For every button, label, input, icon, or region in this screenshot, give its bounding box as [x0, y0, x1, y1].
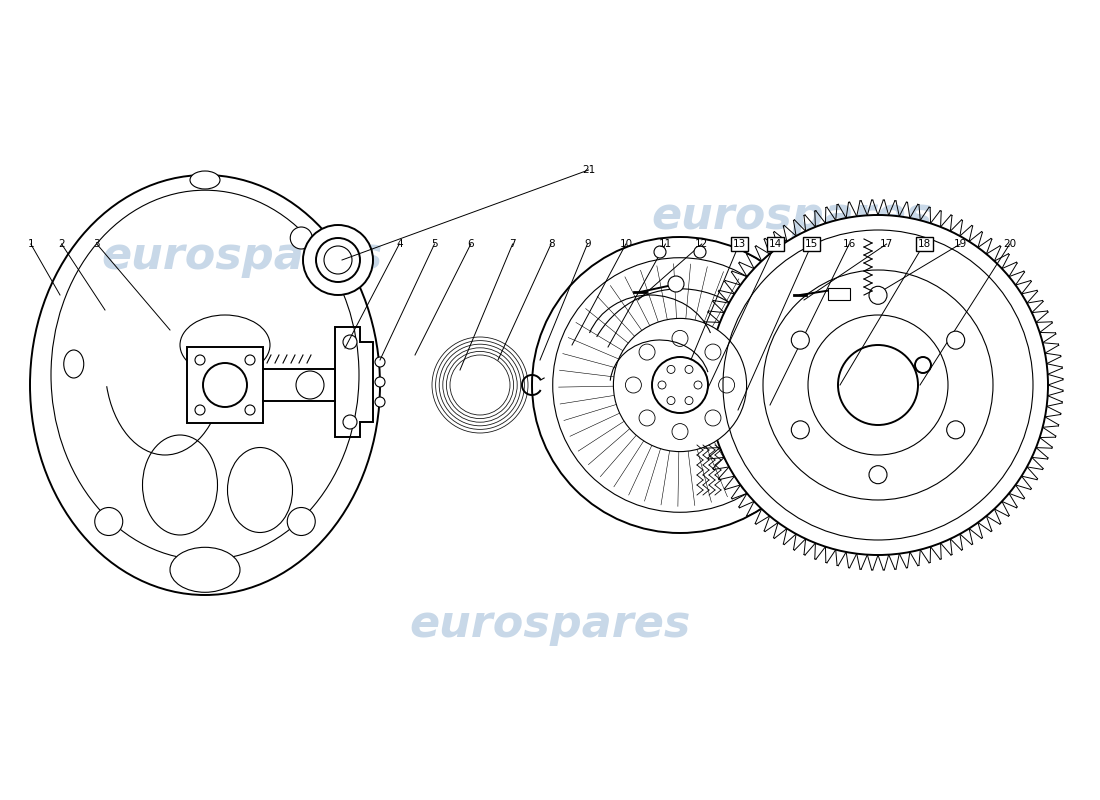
Circle shape: [195, 355, 205, 365]
Text: 12: 12: [695, 239, 708, 249]
Circle shape: [245, 405, 255, 415]
Circle shape: [685, 366, 693, 374]
Text: 1: 1: [28, 239, 34, 249]
Ellipse shape: [143, 435, 218, 535]
Circle shape: [654, 246, 666, 258]
Ellipse shape: [228, 447, 293, 533]
Circle shape: [708, 215, 1048, 555]
Ellipse shape: [290, 227, 312, 249]
Circle shape: [791, 331, 810, 349]
Circle shape: [947, 331, 965, 349]
Circle shape: [869, 286, 887, 304]
Circle shape: [667, 366, 675, 374]
Text: 20: 20: [1003, 239, 1016, 249]
Text: 10: 10: [619, 239, 632, 249]
Text: 17: 17: [880, 239, 893, 249]
Circle shape: [296, 371, 324, 399]
Text: 11: 11: [659, 239, 672, 249]
Circle shape: [95, 507, 123, 535]
Circle shape: [915, 357, 931, 373]
Circle shape: [343, 415, 358, 429]
Circle shape: [658, 381, 666, 389]
Text: 2: 2: [58, 239, 65, 249]
Text: 7: 7: [509, 239, 516, 249]
Circle shape: [791, 421, 810, 439]
Text: 13: 13: [733, 239, 746, 249]
Text: 9: 9: [584, 239, 591, 249]
Circle shape: [375, 377, 385, 387]
Circle shape: [694, 381, 702, 389]
Circle shape: [375, 397, 385, 407]
Circle shape: [287, 507, 316, 535]
Text: 16: 16: [843, 239, 856, 249]
Text: 21: 21: [582, 165, 595, 175]
Circle shape: [375, 357, 385, 367]
Circle shape: [195, 405, 205, 415]
Text: 8: 8: [548, 239, 554, 249]
Text: 18: 18: [917, 239, 931, 249]
Circle shape: [838, 345, 918, 425]
Ellipse shape: [64, 350, 84, 378]
Text: 6: 6: [468, 239, 474, 249]
Text: eurospares: eurospares: [101, 234, 383, 278]
Circle shape: [668, 276, 684, 292]
Circle shape: [532, 237, 828, 533]
Circle shape: [694, 246, 706, 258]
Text: 5: 5: [431, 239, 438, 249]
Bar: [187, 347, 263, 423]
Circle shape: [947, 421, 965, 439]
Text: 3: 3: [94, 239, 100, 249]
Text: 15: 15: [805, 239, 818, 249]
Circle shape: [204, 363, 248, 407]
Ellipse shape: [180, 315, 270, 375]
Bar: [828, 288, 850, 300]
Text: 19: 19: [954, 239, 967, 249]
Circle shape: [343, 335, 358, 349]
Ellipse shape: [170, 547, 240, 592]
Circle shape: [316, 238, 360, 282]
Text: 4: 4: [396, 239, 403, 249]
Circle shape: [614, 318, 747, 451]
Text: eurospares: eurospares: [651, 194, 933, 238]
Ellipse shape: [190, 171, 220, 189]
Circle shape: [685, 397, 693, 405]
Circle shape: [245, 355, 255, 365]
Circle shape: [667, 397, 675, 405]
Circle shape: [302, 225, 373, 295]
Circle shape: [869, 466, 887, 484]
Text: 14: 14: [769, 239, 782, 249]
Circle shape: [652, 357, 708, 413]
Text: eurospares: eurospares: [409, 602, 691, 646]
